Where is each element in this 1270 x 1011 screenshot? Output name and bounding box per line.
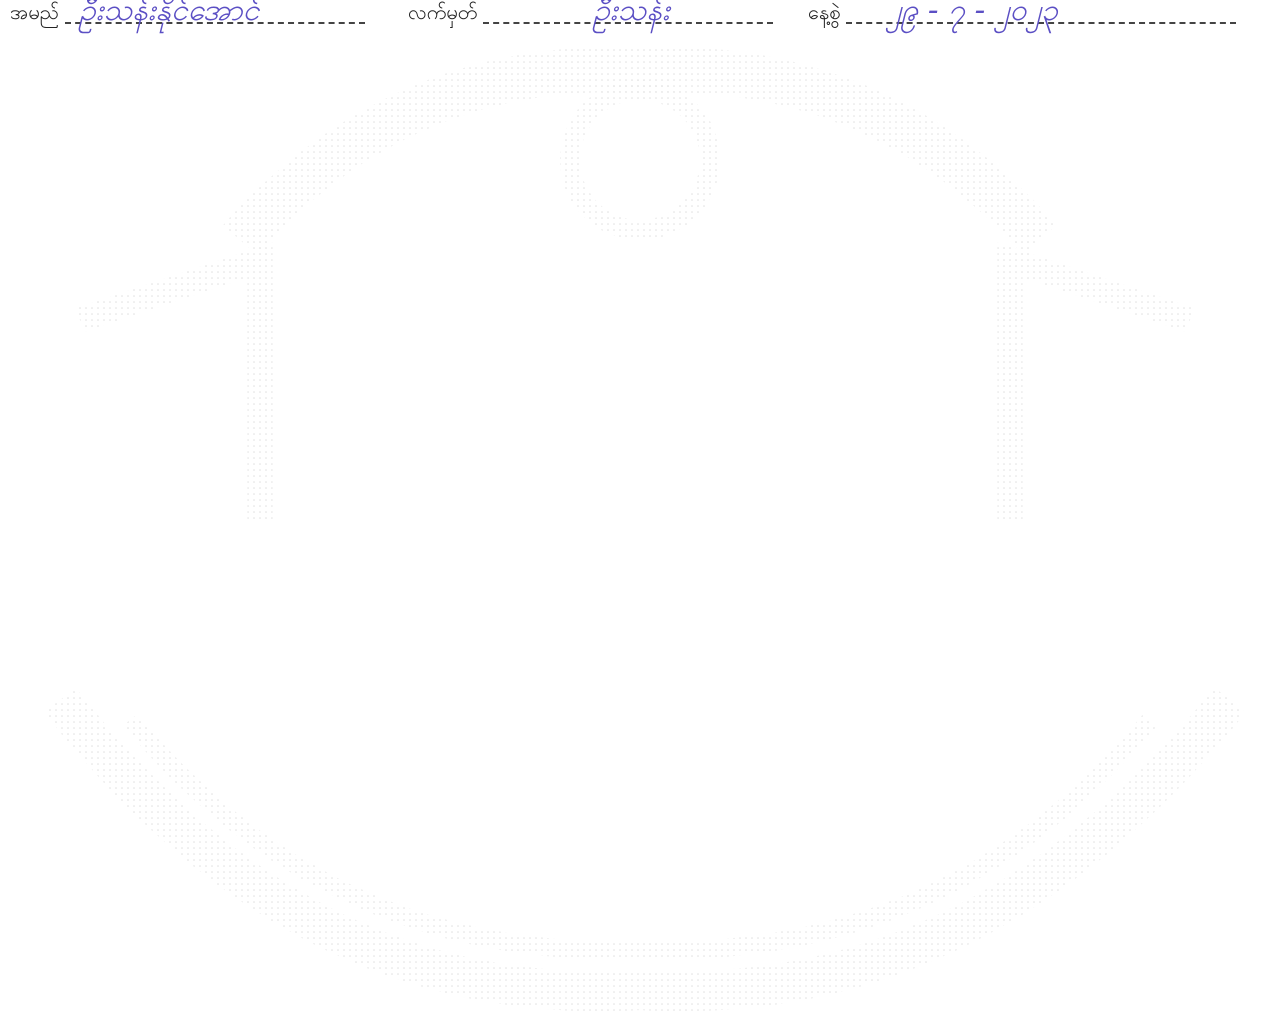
dashed-line: ဦးသန်း [483,0,774,28]
name-field: အမည် ဦးသန်းနိုင်အောင် [10,0,366,34]
signature-field: လက်မှတ် ဦးသန်း [408,0,774,34]
date-field: နေ့စွဲ ၂၉ - ၇ - ၂၀၂၃ [808,0,1237,34]
handwritten-value: ၂၉ - ၇ - ၂၀၂၃ [886,0,1058,28]
handwritten-value: ဦးသန်း [593,0,670,28]
field-label: လက်မှတ် [408,0,478,24]
field-label: အမည် [10,0,60,24]
handwritten-value: ဦးသန်းနိုင်အောင် [79,0,260,28]
dashed-line: ၂၉ - ၇ - ၂၀၂၃ [846,0,1237,28]
field-label: နေ့စွဲ [808,0,841,24]
dashed-line: ဦးသန်းနိုင်အောင် [65,0,366,28]
